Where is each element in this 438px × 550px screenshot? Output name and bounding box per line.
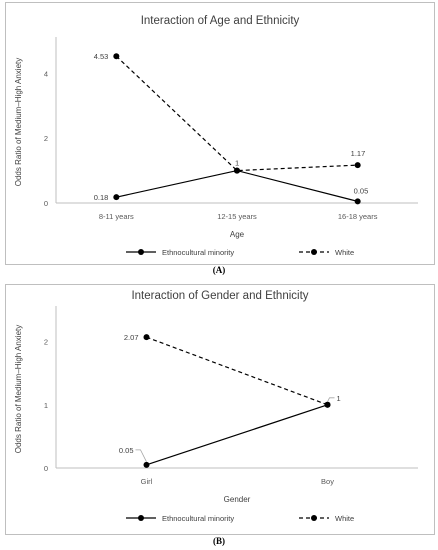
chart-a-data-label: 1: [235, 159, 239, 168]
chart-a-data-label: 0.05: [354, 186, 369, 195]
chart-a-x-tick-label: 12-15 years: [217, 212, 257, 221]
chart-b-data-label-leader: [327, 397, 335, 402]
chart-b-y-tick-label: 1: [44, 401, 48, 410]
chart-a-y-tick-label: 2: [44, 134, 48, 143]
chart-b-legend-label: White: [335, 514, 354, 523]
chart-a-data-label: 0.18: [94, 193, 109, 202]
panel-label-b: (B): [213, 536, 225, 546]
chart-a-y-tick-label: 4: [44, 69, 48, 78]
chart-b-y-tick-label: 0: [44, 464, 48, 473]
chart-a-data-point: [354, 198, 361, 205]
chart-b-legend-swatch-marker: [138, 515, 144, 521]
chart-b-series-line-white: [146, 336, 328, 406]
chart-b-series-line-minority: [146, 404, 328, 466]
chart-a-data-point: [113, 53, 120, 60]
chart-a-data-point: [234, 167, 240, 174]
chart-a-x-tick-label: 8-11 years: [99, 212, 134, 221]
panel-label-a: (A): [212, 265, 226, 275]
chart-a-x-axis-label: Age: [230, 230, 245, 239]
chart-b-data-point: [143, 334, 150, 341]
chart-a-y-tick-label: 0: [44, 199, 48, 208]
chart-a-data-label: 1.17: [351, 149, 366, 158]
chart-b-data-point: [143, 461, 150, 468]
chart-a-data-point: [354, 162, 361, 169]
chart-b-legend-label: Ethnocultural minority: [162, 514, 234, 523]
chart-b-data-label: 2.07: [124, 333, 139, 342]
chart-b-legend-swatch-marker: [311, 515, 317, 521]
chart-a-data-label: 4.53: [94, 52, 109, 61]
chart-b-data-label: 0.05: [119, 446, 134, 455]
chart-a-series-line-minority: [116, 169, 358, 202]
chart-a-legend-label: Ethnocultural minority: [162, 248, 234, 257]
chart-a-y-axis-label: Odds Ratio of Medium–High Anxiety: [14, 58, 23, 187]
chart-a-data-point: [113, 194, 120, 201]
chart-a-legend-swatch-marker: [311, 249, 317, 255]
chart-a-legend-swatch-marker: [138, 249, 144, 255]
chart-panel-a: Interaction of Age and Ethnicity Odds Rat…: [5, 2, 435, 265]
chart-b-data-point: [324, 401, 331, 408]
chart-a-title: Interaction of Age and Ethnicity: [141, 15, 300, 27]
chart-b-svg: Interaction of Gender and Ethnicity Odds …: [14, 290, 418, 523]
chart-panel-b: Interaction of Gender and Ethnicity Odds …: [5, 284, 435, 535]
chart-b-data-label-leader: [135, 449, 147, 463]
chart-b-data-label: 1: [337, 394, 341, 403]
chart-a-svg: Interaction of Age and Ethnicity Odds Rat…: [14, 15, 418, 257]
chart-b-x-tick-label: Girl: [141, 477, 153, 486]
chart-b-x-tick-label: Boy: [321, 477, 334, 486]
chart-b-x-axis-label: Gender: [224, 495, 251, 504]
chart-b-y-tick-label: 2: [44, 338, 48, 347]
chart-a-legend-label: White: [335, 248, 354, 257]
chart-a-series-line-white: [115, 55, 358, 172]
chart-a-x-tick-label: 16-18 years: [338, 212, 378, 221]
chart-b-y-axis-label: Odds Ratio of Medium–High Anxiety: [14, 325, 23, 454]
chart-b-title: Interaction of Gender and Ethnicity: [131, 290, 308, 302]
